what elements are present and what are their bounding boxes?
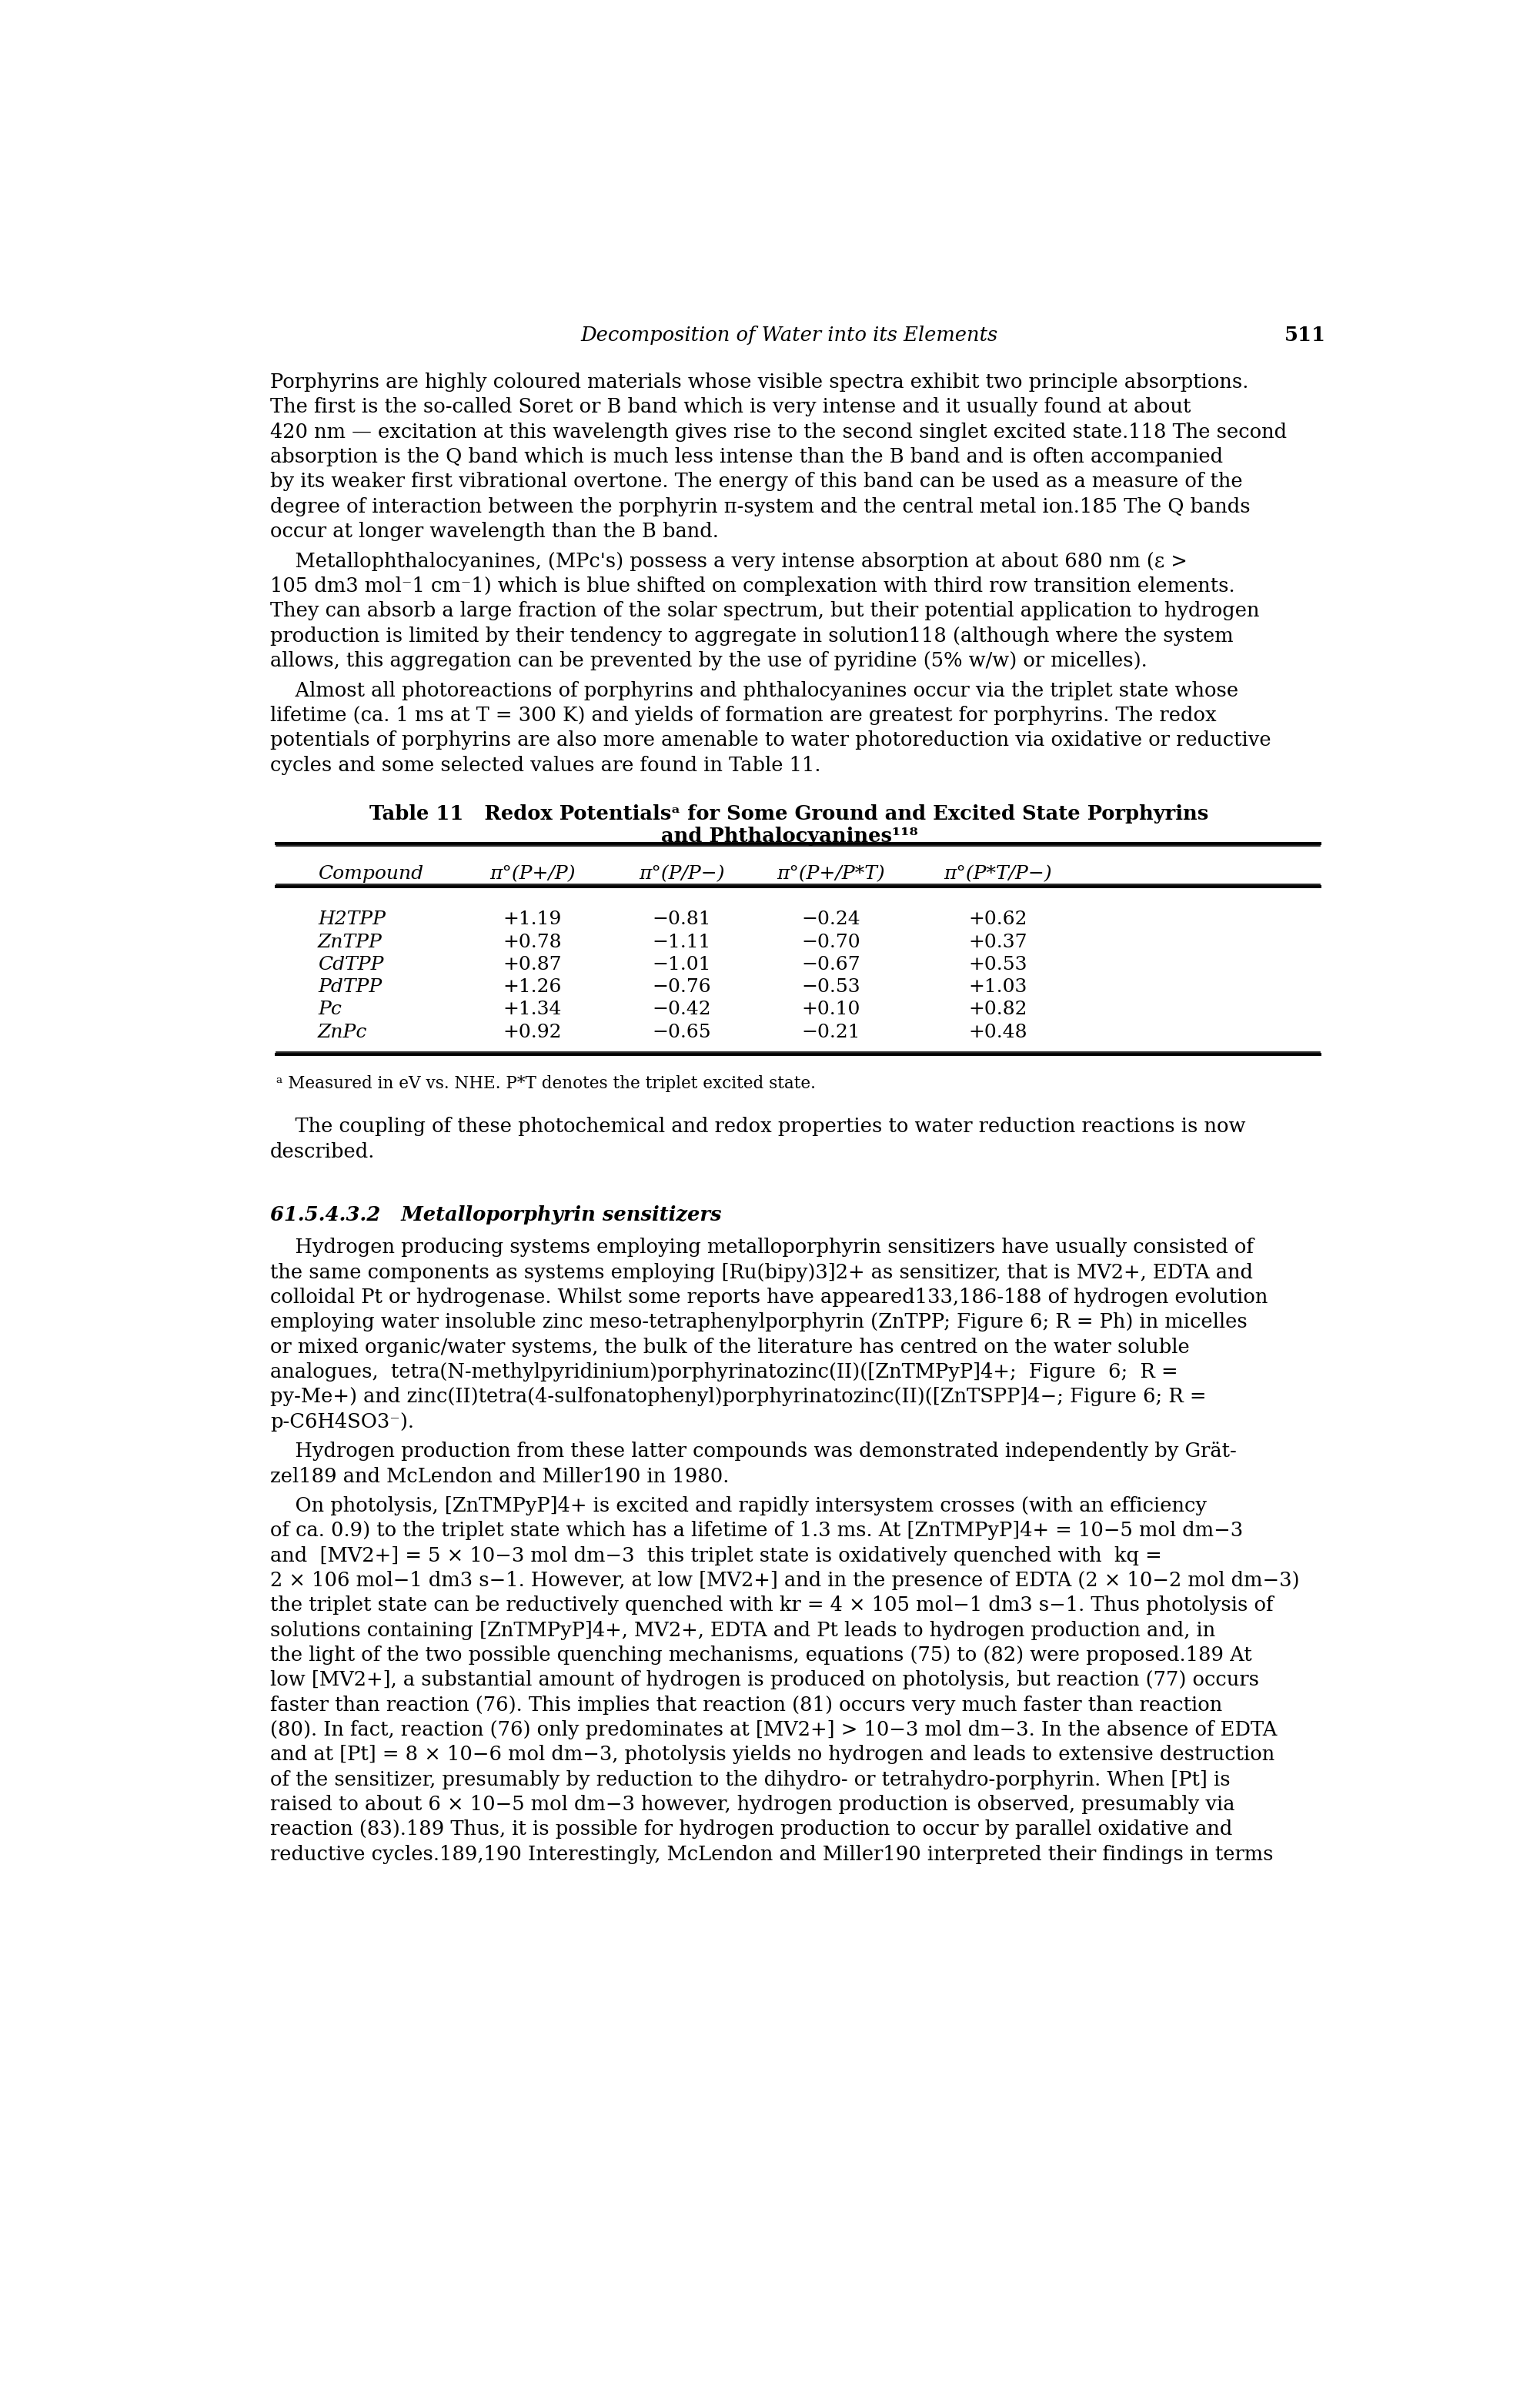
Text: reaction (83).189 Thus, it is possible for hydrogen production to occur by paral: reaction (83).189 Thus, it is possible f…	[269, 1820, 1232, 1840]
Text: −0.76: −0.76	[651, 977, 711, 996]
Text: degree of interaction between the porphyrin π-system and the central metal ion.1: degree of interaction between the porphy…	[269, 497, 1250, 516]
Text: 2 × 106 mol−1 dm3 s−1. However, at low [MV2+] and in the presence of EDTA (2 × 1: 2 × 106 mol−1 dm3 s−1. However, at low […	[269, 1572, 1300, 1591]
Text: the same components as systems employing [Ru(bipy)3]2+ as sensitizer, that is MV: the same components as systems employing…	[269, 1264, 1254, 1283]
Text: allows, this aggregation can be prevented by the use of pyridine (5% w/w) or mic: allows, this aggregation can be prevente…	[269, 652, 1147, 671]
Text: by its weaker first vibrational overtone. The energy of this band can be used as: by its weaker first vibrational overtone…	[269, 473, 1243, 492]
Text: or mixed organic/water systems, the bulk of the literature has centred on the wa: or mixed organic/water systems, the bulk…	[269, 1338, 1189, 1357]
Text: and at [Pt] = 8 × 10−6 mol dm−3, photolysis yields no hydrogen and leads to exte: and at [Pt] = 8 × 10−6 mol dm−3, photoly…	[269, 1744, 1275, 1765]
Text: +0.53: +0.53	[969, 956, 1027, 972]
Text: Table 11   Redox Potentialsᵃ for Some Ground and Excited State Porphyrins: Table 11 Redox Potentialsᵃ for Some Grou…	[370, 805, 1209, 824]
Text: employing water insoluble zinc meso-tetraphenylporphyrin (ZnTPP; Figure 6; R = P: employing water insoluble zinc meso-tetr…	[269, 1312, 1247, 1331]
Text: low [MV2+], a substantial amount of hydrogen is produced on photolysis, but reac: low [MV2+], a substantial amount of hydr…	[269, 1670, 1260, 1689]
Text: +0.48: +0.48	[969, 1022, 1027, 1042]
Text: ZnTPP: ZnTPP	[317, 934, 382, 951]
Text: +1.19: +1.19	[504, 910, 562, 929]
Text: The coupling of these photochemical and redox properties to water reduction reac: The coupling of these photochemical and …	[269, 1118, 1246, 1137]
Text: Porphyrins are highly coloured materials whose visible spectra exhibit two princ: Porphyrins are highly coloured materials…	[269, 373, 1249, 392]
Text: described.: described.	[269, 1142, 376, 1161]
Text: occur at longer wavelength than the B band.: occur at longer wavelength than the B ba…	[269, 521, 719, 542]
Text: −0.65: −0.65	[651, 1022, 711, 1042]
Text: −0.42: −0.42	[651, 1001, 711, 1018]
Text: ᵃ Measured in eV ​vs. NHE. P*T denotes the triplet excited state.: ᵃ Measured in eV ​vs. NHE. P*T denotes t…	[276, 1075, 815, 1092]
Text: Pc: Pc	[317, 1001, 342, 1018]
Text: On photolysis, [ZnTMPyP]4+ is excited and rapidly intersystem crosses (with an e: On photolysis, [ZnTMPyP]4+ is excited an…	[269, 1496, 1207, 1515]
Text: −1.11: −1.11	[653, 934, 711, 951]
Text: +0.62: +0.62	[969, 910, 1027, 929]
Text: analogues,  tetra(N-methylpyridinium)porphyrinatozinc(II)([ZnTMPyP]4+;  Figure  : analogues, tetra(N-methylpyridinium)porp…	[269, 1362, 1178, 1381]
Text: PdTPP: PdTPP	[317, 977, 382, 996]
Text: potentials of porphyrins are also more amenable to water photoreduction via oxid: potentials of porphyrins are also more a…	[269, 731, 1270, 750]
Text: 61.5.4.3.2   Metalloporphyrin sensitizers: 61.5.4.3.2 Metalloporphyrin sensitizers	[269, 1206, 721, 1226]
Text: π°(P+/P*T): π°(P+/P*T)	[776, 865, 885, 884]
Text: Hydrogen production from these latter compounds was demonstrated independently b: Hydrogen production from these latter co…	[269, 1441, 1237, 1462]
Text: −0.81: −0.81	[651, 910, 711, 929]
Text: and Phthalocyanines¹¹⁸: and Phthalocyanines¹¹⁸	[661, 827, 918, 846]
Text: (80). In fact, reaction (76) only predominates at [MV2+] > 10−3 mol dm−3. In the: (80). In fact, reaction (76) only predom…	[269, 1720, 1277, 1739]
Text: +0.10: +0.10	[801, 1001, 861, 1018]
Text: π°(P/P−): π°(P/P−)	[639, 865, 724, 884]
Text: 105 dm3 mol⁻1 cm⁻1) which is blue shifted on complexation with third row transit: 105 dm3 mol⁻1 cm⁻1) which is blue shifte…	[269, 576, 1235, 595]
Text: H2TPP: H2TPP	[317, 910, 385, 929]
Text: Compound: Compound	[317, 865, 424, 884]
Text: ZnPc: ZnPc	[317, 1022, 368, 1042]
Text: Decomposition of Water into its Elements: Decomposition of Water into its Elements	[581, 325, 998, 344]
Text: cycles and some selected values are found in Table 11.: cycles and some selected values are foun…	[269, 755, 821, 774]
Text: 511: 511	[1284, 325, 1326, 344]
Text: +1.03: +1.03	[969, 977, 1027, 996]
Text: +1.26: +1.26	[504, 977, 562, 996]
Text: +0.37: +0.37	[969, 934, 1027, 951]
Text: −0.21: −0.21	[801, 1022, 861, 1042]
Text: The first is the so-called Soret or B band which is very intense and it usually : The first is the so-called Soret or B ba…	[269, 397, 1190, 416]
Text: faster than reaction (76). This implies that reaction (81) occurs very much fast: faster than reaction (76). This implies …	[269, 1696, 1223, 1715]
Text: +0.87: +0.87	[504, 956, 562, 972]
Text: production is limited by their tendency to aggregate in solution118 (although wh: production is limited by their tendency …	[269, 626, 1234, 645]
Text: +1.34: +1.34	[504, 1001, 562, 1018]
Text: −0.70: −0.70	[801, 934, 861, 951]
Text: −1.01: −1.01	[653, 956, 711, 972]
Text: and  [MV2+] = 5 × 10−3 mol dm−3  this triplet state is oxidatively quenched with: and [MV2+] = 5 × 10−3 mol dm−3 this trip…	[269, 1546, 1161, 1565]
Text: π°(P*T/P−): π°(P*T/P−)	[944, 865, 1052, 884]
Text: Almost all photoreactions of porphyrins and phthalocyanines occur via the triple: Almost all photoreactions of porphyrins …	[269, 681, 1238, 700]
Text: of ca. 0.9) to the triplet state which has a lifetime of 1.3 ms. At [ZnTMPyP]4+ : of ca. 0.9) to the triplet state which h…	[269, 1522, 1243, 1541]
Text: π°(P+/P): π°(P+/P)	[490, 865, 576, 884]
Text: −0.67: −0.67	[801, 956, 861, 972]
Text: +0.92: +0.92	[504, 1022, 562, 1042]
Text: solutions containing [ZnTMPyP]4+, MV2+, EDTA and Pt leads to hydrogen production: solutions containing [ZnTMPyP]4+, MV2+, …	[269, 1620, 1215, 1639]
Text: reductive cycles.189,190 Interestingly, McLendon and Miller190 interpreted their: reductive cycles.189,190 Interestingly, …	[269, 1844, 1274, 1863]
Text: 420 nm — excitation at this wavelength gives rise to the second singlet excited : 420 nm — excitation at this wavelength g…	[269, 423, 1287, 442]
Text: +0.78: +0.78	[504, 934, 562, 951]
Text: py-Me+) and zinc(II)tetra(4-sulfonatophenyl)porphyrinatozinc(II)([ZnTSPP]4−; Fig: py-Me+) and zinc(II)tetra(4-sulfonatophe…	[269, 1388, 1206, 1407]
Text: zel189 and McLendon and Miller190 in 1980.: zel189 and McLendon and Miller190 in 198…	[269, 1467, 728, 1486]
Text: p-C6H4SO3⁻).: p-C6H4SO3⁻).	[269, 1412, 414, 1431]
Text: lifetime (ca. 1 ms at T = 300 K) and yields of formation are greatest for porphy: lifetime (ca. 1 ms at T = 300 K) and yie…	[269, 705, 1217, 724]
Text: They can absorb a large fraction of the solar spectrum, but their potential appl: They can absorb a large fraction of the …	[269, 602, 1260, 621]
Text: the triplet state can be reductively quenched with kr = 4 × 105 mol−1 dm3 s−1. T: the triplet state can be reductively que…	[269, 1596, 1274, 1615]
Text: −0.24: −0.24	[801, 910, 861, 929]
Text: absorption is the Q band which is much less intense than the B band and is often: absorption is the Q band which is much l…	[269, 447, 1223, 466]
Text: Metallophthalocyanines, (MPc's) possess a very intense absorption at about 680 n: Metallophthalocyanines, (MPc's) possess …	[269, 552, 1187, 571]
Text: colloidal Pt or hydrogenase. Whilst some reports have appeared133,186-188 of hyd: colloidal Pt or hydrogenase. Whilst some…	[269, 1288, 1267, 1307]
Text: Hydrogen producing systems employing metalloporphyrin sensitizers have usually c: Hydrogen producing systems employing met…	[269, 1238, 1254, 1257]
Text: +0.82: +0.82	[969, 1001, 1027, 1018]
Text: raised to about 6 × 10−5 mol dm−3 however, hydrogen production is observed, pres: raised to about 6 × 10−5 mol dm−3 howeve…	[269, 1794, 1235, 1813]
Text: of the sensitizer, presumably by reduction to the dihydro- or tetrahydro-porphyr: of the sensitizer, presumably by reducti…	[269, 1770, 1230, 1789]
Text: CdTPP: CdTPP	[317, 956, 383, 972]
Text: the light of the two possible quenching mechanisms, equations (75) to (82) were : the light of the two possible quenching …	[269, 1646, 1252, 1665]
Text: −0.53: −0.53	[801, 977, 861, 996]
